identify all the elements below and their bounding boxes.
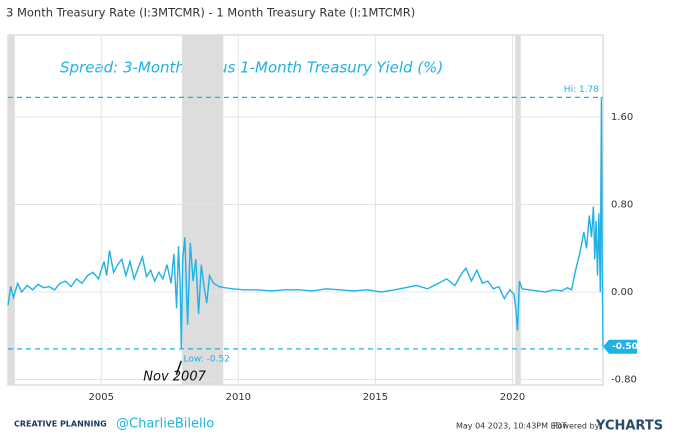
powered: Powered by <box>553 422 600 431</box>
recession-band <box>8 35 15 385</box>
x-tick-label: 2015 <box>363 392 388 403</box>
y-tick-label: 0.00 <box>611 287 633 298</box>
y-tick-label: 0.80 <box>611 200 633 211</box>
last-label: -0.50 <box>612 342 638 352</box>
x-tick-label: 2010 <box>226 392 251 403</box>
y-tick-label: -0.80 <box>611 375 637 386</box>
logo: YCHARTS <box>595 419 663 434</box>
hi-label: Hi: 1.78 <box>564 85 599 95</box>
recession-band <box>182 35 224 385</box>
header: 3 Month Treasury Rate (I:3MTCMR) - 1 Mon… <box>6 6 415 20</box>
low-label: Low: -0.52 <box>183 354 229 364</box>
chart-title: Spread: 3-Month minus 1-Month Treasury Y… <box>60 59 443 77</box>
series-line <box>7 97 604 349</box>
last-tag <box>603 339 637 354</box>
recession-band <box>515 35 521 385</box>
x-tick-label: 2020 <box>500 392 525 403</box>
y-tick-label: 1.60 <box>611 112 633 123</box>
handle: @CharlieBilello <box>116 417 214 432</box>
annotation: Nov 2007 <box>143 369 206 384</box>
x-tick-label: 2005 <box>88 392 113 403</box>
plot-frame <box>7 34 604 386</box>
brand: CREATIVE PLANNING <box>14 420 107 429</box>
date: May 04 2023, 10:43PM EDT. <box>456 422 568 431</box>
annotation-tick <box>175 360 182 376</box>
